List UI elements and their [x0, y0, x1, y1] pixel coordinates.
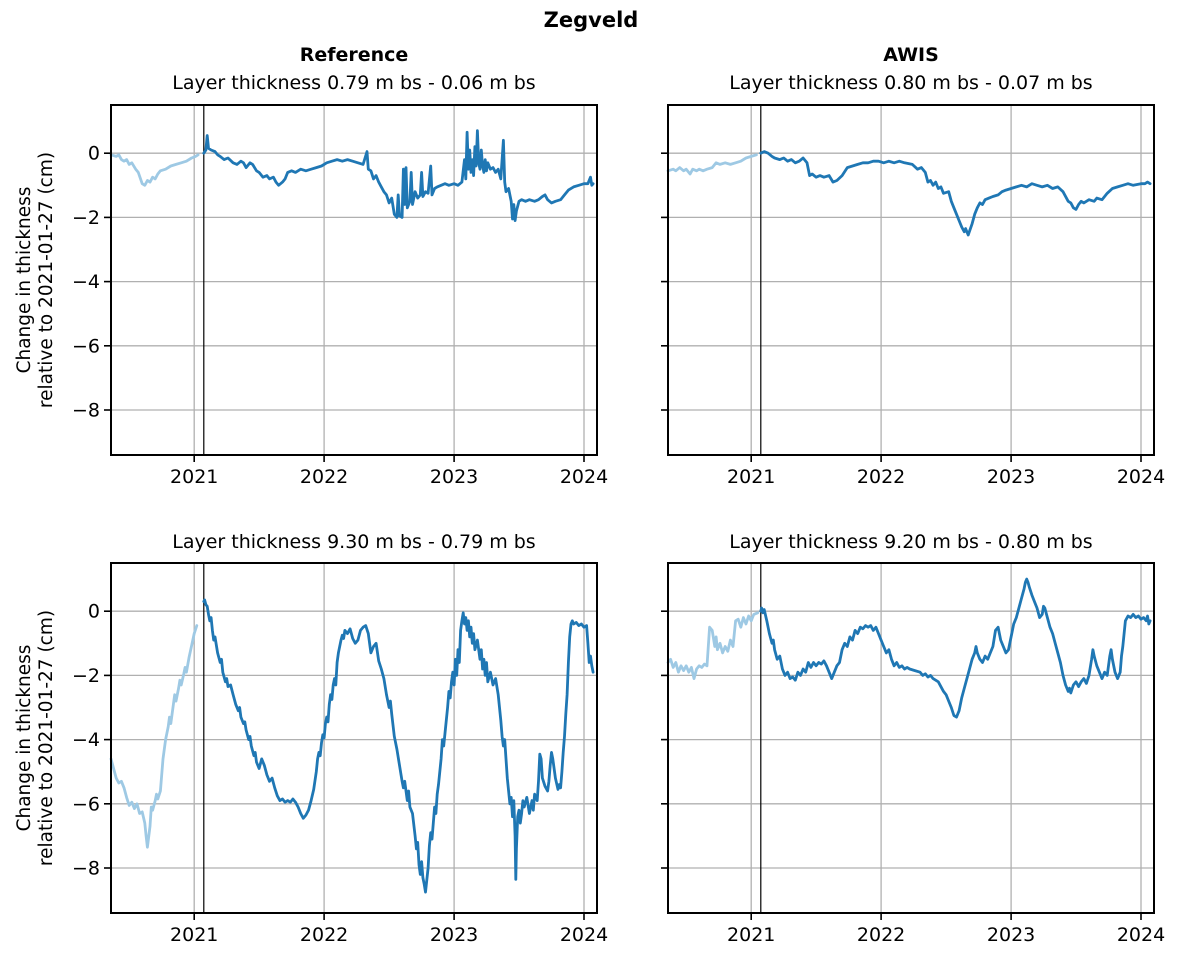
- x-tick-label: 2022: [300, 924, 348, 946]
- x-tick-label: 2023: [430, 466, 478, 488]
- y-axis-label-line-1: Change in thickness: [13, 644, 35, 832]
- chart-awis-deep: 2021 2022 2023 2024: [661, 562, 1165, 946]
- figure-title: Zegveld: [543, 8, 639, 32]
- series-line-post-reference-date: [202, 598, 595, 894]
- subplot-title-reference-shallow: Layer thickness 0.79 m bs - 0.06 m bs: [172, 72, 536, 94]
- x-tick-label: 2024: [560, 466, 608, 488]
- x-tick-label: 2022: [857, 924, 905, 946]
- x-tick-label: 2023: [430, 924, 478, 946]
- series-line-pre-reference-date: [109, 153, 200, 187]
- chart-awis-shallow: 2021 2022 2023 2024: [661, 104, 1165, 488]
- subplot-title-awis-shallow: Layer thickness 0.80 m bs - 0.07 m bs: [729, 72, 1093, 94]
- column-header-awis: AWIS: [883, 44, 939, 66]
- series-line-post-reference-date: [759, 150, 1152, 237]
- series-line-pre-reference-date: [666, 153, 758, 176]
- y-tick-label: 0: [88, 601, 100, 623]
- x-tick-label: 2021: [170, 924, 218, 946]
- chart-reference-deep: 2021 2022 2023 2024 0 −2 −4 −6 −8: [72, 562, 608, 946]
- y-tick-label: −4: [72, 271, 100, 293]
- y-tick-label: −8: [72, 400, 100, 422]
- series-line-pre-reference-date: [109, 624, 199, 849]
- subplot-title-reference-deep: Layer thickness 9.30 m bs - 0.79 m bs: [172, 531, 536, 553]
- y-axis-label-line-2: relative to 2021-01-27 (cm): [36, 151, 57, 409]
- x-tick-label: 2024: [1117, 466, 1165, 488]
- x-tick-label: 2024: [1117, 924, 1165, 946]
- x-tick-label: 2023: [987, 466, 1035, 488]
- plot-border: [110, 104, 598, 456]
- chart-reference-shallow: 2021 2022 2023 2024 0 −2 −4 −6 −8: [72, 104, 608, 488]
- subplot-title-awis-deep: Layer thickness 9.20 m bs - 0.80 m bs: [729, 531, 1093, 553]
- y-tick-label: −6: [72, 793, 100, 815]
- x-tick-label: 2023: [987, 924, 1035, 946]
- y-tick-label: −6: [72, 335, 100, 357]
- y-axis-label-bottom-row: Change in thickness relative to 2021-01-2…: [14, 610, 58, 866]
- x-tick-label: 2021: [727, 924, 775, 946]
- x-tick-label: 2024: [560, 924, 608, 946]
- series-line-pre-reference-date: [666, 611, 760, 680]
- y-tick-label: −2: [72, 207, 100, 229]
- series-line-post-reference-date: [759, 577, 1152, 719]
- y-tick-label: −8: [72, 858, 100, 880]
- y-axis-label-line-1: Change in thickness: [13, 186, 35, 374]
- y-tick-label: 0: [88, 143, 100, 165]
- y-tick-label: −4: [72, 729, 100, 751]
- plot-border: [110, 562, 598, 914]
- y-tick-label: −2: [72, 665, 100, 687]
- plot-border: [667, 562, 1155, 914]
- x-tick-label: 2022: [857, 466, 905, 488]
- plot-border: [667, 104, 1155, 456]
- series-line-post-reference-date: [202, 129, 595, 222]
- x-tick-label: 2021: [170, 466, 218, 488]
- column-header-reference: Reference: [299, 44, 409, 66]
- y-axis-label-top-row: Change in thickness relative to 2021-01-2…: [14, 152, 58, 408]
- x-tick-label: 2021: [727, 466, 775, 488]
- y-axis-label-line-2: relative to 2021-01-27 (cm): [36, 609, 57, 867]
- x-tick-label: 2022: [300, 466, 348, 488]
